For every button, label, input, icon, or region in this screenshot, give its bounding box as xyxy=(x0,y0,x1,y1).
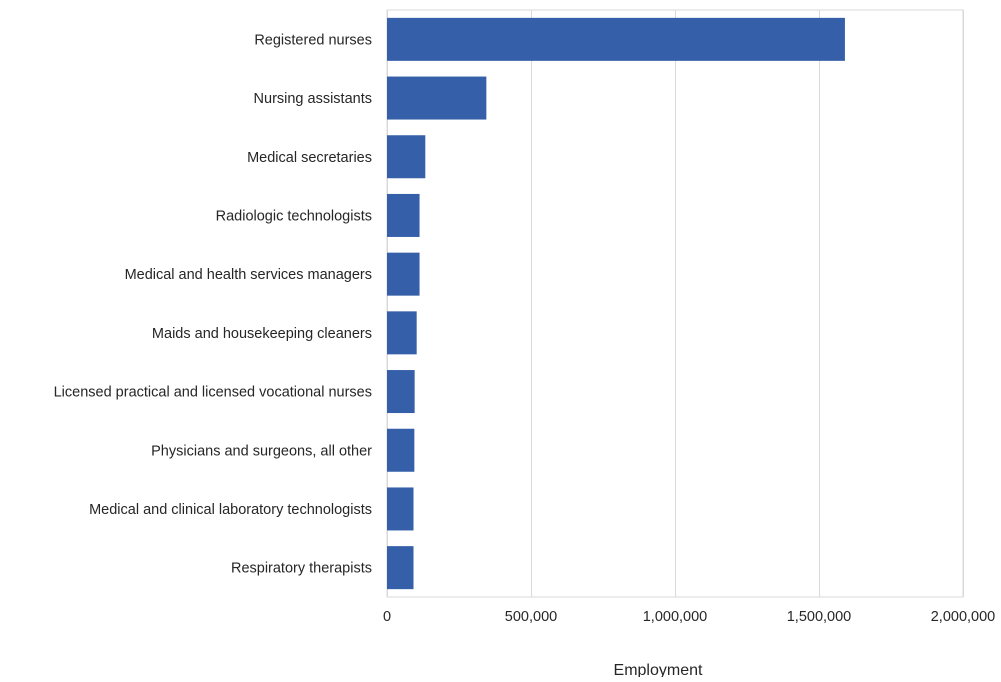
category-label: Respiratory therapists xyxy=(231,561,372,577)
x-axis-title: Employment xyxy=(614,662,703,677)
category-labels: Registered nurses Nursing assistants Medic… xyxy=(54,32,373,576)
category-label: Medical and health services managers xyxy=(125,267,372,283)
x-tick-label: 1,000,000 xyxy=(643,609,708,625)
bar xyxy=(387,135,426,179)
category-label: Radiologic technologists xyxy=(216,208,372,224)
bar xyxy=(387,311,417,355)
bar xyxy=(387,428,415,472)
bars xyxy=(387,17,845,590)
bar xyxy=(387,76,487,120)
bar xyxy=(387,546,414,590)
category-label: Maids and housekeeping cleaners xyxy=(152,326,372,342)
bar xyxy=(387,252,420,296)
x-tick-label: 1,500,000 xyxy=(787,609,852,625)
x-tick-labels: 0 500,000 1,000,000 1,500,000 2,000,000 xyxy=(383,609,995,625)
x-tick-label: 2,000,000 xyxy=(931,609,996,625)
bar xyxy=(387,487,414,531)
category-label: Medical secretaries xyxy=(247,150,372,166)
bar xyxy=(387,370,415,414)
bar xyxy=(387,17,845,61)
category-label: Registered nurses xyxy=(254,32,372,48)
x-tick-label: 500,000 xyxy=(505,609,557,625)
category-label: Physicians and surgeons, all other xyxy=(151,443,372,459)
bar xyxy=(387,193,420,237)
x-tick-label: 0 xyxy=(383,609,391,625)
category-label: Medical and clinical laboratory technolo… xyxy=(89,502,372,518)
category-label: Licensed practical and licensed vocation… xyxy=(54,385,372,401)
category-label: Nursing assistants xyxy=(254,91,372,107)
